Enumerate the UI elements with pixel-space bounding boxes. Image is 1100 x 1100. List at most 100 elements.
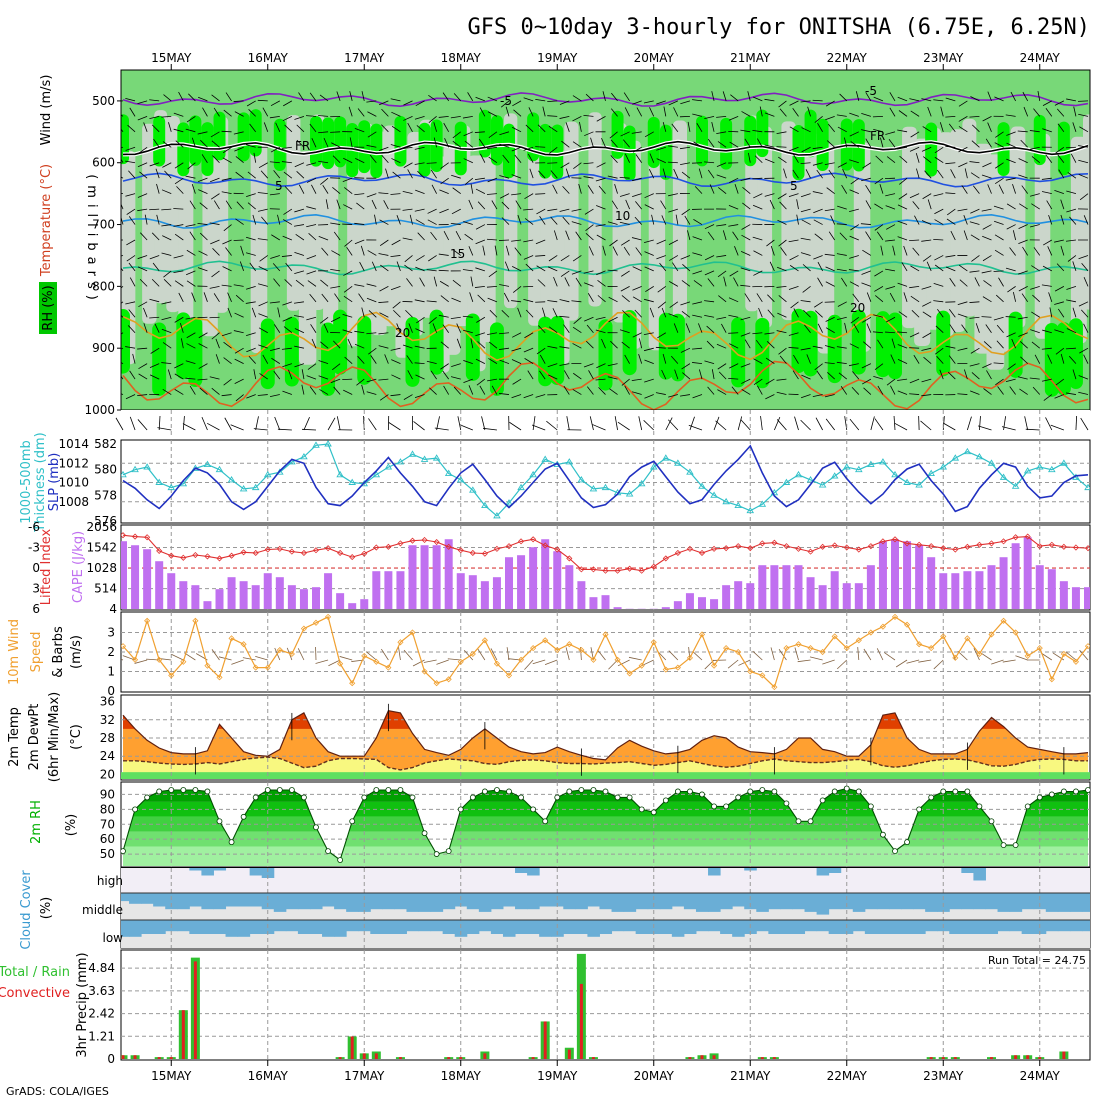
upper-wind-barb — [801, 374, 811, 380]
upper-wind-barb — [730, 94, 739, 102]
lifted-index-point — [1036, 543, 1043, 550]
upper-wind-barb — [185, 128, 196, 133]
profile-rh-moist-blob — [189, 115, 202, 166]
precip-convective-bar — [1026, 1055, 1030, 1059]
upper-wind-barb — [451, 208, 461, 215]
upper-wind-barb — [137, 266, 148, 272]
surface-wind-barb — [115, 417, 124, 431]
upper-wind-barb — [801, 127, 811, 133]
upper-wind-barb — [451, 174, 461, 179]
upper-wind-barb — [836, 114, 847, 117]
upper-wind-barb — [488, 270, 498, 278]
upper-wind-barb — [601, 338, 606, 349]
upper-wind-barb — [548, 326, 558, 334]
upper-wind-barb — [371, 199, 377, 210]
upper-wind-barb — [563, 324, 570, 333]
thickness-point — [324, 440, 332, 447]
upper-wind-barb — [827, 372, 835, 380]
upper-wind-barb — [704, 161, 715, 164]
upper-wind-barb — [415, 100, 425, 107]
upper-wind-barb — [501, 201, 510, 210]
profile-rh-moist-blob — [405, 317, 420, 387]
thickness-point — [1048, 465, 1056, 473]
upper-wind-barb — [614, 183, 618, 194]
upper-wind-barb — [1066, 208, 1077, 213]
upper-wind-barb — [294, 208, 305, 213]
thickness-point — [143, 463, 151, 470]
upper-wind-barb — [270, 347, 280, 351]
upper-wind-barb — [607, 175, 618, 179]
upper-wind-barb — [378, 192, 389, 195]
upper-wind-barb — [391, 239, 401, 246]
rh2m-point — [204, 788, 211, 795]
upper-wind-barb — [559, 346, 570, 349]
upper-wind-barb — [1078, 113, 1089, 117]
upper-wind-barb — [744, 293, 751, 303]
upper-wind-barb — [644, 266, 654, 272]
wind10m-point — [1060, 650, 1067, 658]
upper-wind-barb — [440, 162, 449, 169]
upper-wind-barb — [921, 378, 932, 383]
upper-wind-barb — [430, 231, 437, 241]
upper-wind-barb — [940, 106, 944, 117]
wind10m-point — [723, 645, 730, 652]
surface-wind-barb — [201, 416, 208, 431]
wind10m-point — [385, 664, 392, 671]
upper-wind-barb — [511, 174, 522, 179]
cape-bar — [963, 571, 972, 609]
upper-wind-barb — [935, 325, 944, 334]
temp-tick-label: 24 — [100, 749, 115, 763]
precip-tick-label: 0 — [107, 1052, 115, 1066]
wind10m-point — [638, 662, 645, 669]
cape-bar — [734, 581, 743, 609]
upper-wind-barb — [212, 248, 220, 256]
upper-wind-barb — [910, 295, 920, 303]
cloud-cover-bar — [418, 920, 432, 932]
upper-wind-barb — [336, 91, 341, 102]
upper-wind-barb — [499, 347, 510, 350]
upper-wind-barb — [800, 347, 811, 351]
upper-wind-barb — [405, 309, 413, 318]
lifted-index-point — [324, 545, 332, 552]
wind10m-point — [771, 684, 778, 691]
upper-wind-barb — [234, 378, 244, 384]
cloud-cover-bar — [454, 920, 468, 937]
wind10m-barb — [423, 659, 437, 663]
surface-wind-barb — [1080, 417, 1089, 431]
upper-wind-barb — [161, 301, 172, 305]
upper-wind-barb — [378, 378, 389, 381]
upper-wind-barb — [563, 385, 570, 395]
profile-rh-moist-blob — [1044, 322, 1059, 397]
upper-wind-barb — [523, 394, 534, 399]
wind10m-barb — [1040, 652, 1053, 661]
upper-wind-barb — [210, 131, 220, 138]
upper-wind-barb — [282, 301, 293, 306]
upper-wind-barb — [621, 378, 630, 386]
lifted-index-point — [131, 533, 139, 540]
lifted-index-point — [831, 542, 838, 549]
wind10m-barb — [1065, 651, 1077, 661]
wind10m-point — [505, 672, 513, 679]
upper-wind-barb — [975, 323, 980, 333]
upper-wind-barb — [636, 107, 643, 117]
upper-wind-barb — [610, 108, 618, 117]
upper-wind-barb — [865, 92, 872, 102]
cape-bar — [565, 565, 574, 609]
upper-wind-barb — [282, 116, 293, 122]
upper-wind-barb — [162, 388, 172, 395]
upper-wind-barb — [199, 387, 208, 395]
upper-wind-barb — [523, 208, 534, 211]
cloud-cover-bar — [334, 893, 347, 910]
surface-wind-barb — [737, 416, 743, 431]
upper-wind-barb — [803, 310, 811, 318]
precip-convective-bar — [1014, 1055, 1018, 1059]
upper-wind-barb — [717, 270, 727, 278]
upper-wind-barb — [379, 219, 389, 225]
precip-convective-bar — [459, 1057, 463, 1059]
upper-wind-barb — [704, 360, 715, 365]
upper-wind-barb — [245, 301, 256, 304]
upper-wind-barb — [562, 216, 570, 225]
upper-wind-barb — [1065, 146, 1076, 149]
upper-wind-barb — [258, 344, 268, 349]
upper-wind-barb — [621, 295, 630, 303]
